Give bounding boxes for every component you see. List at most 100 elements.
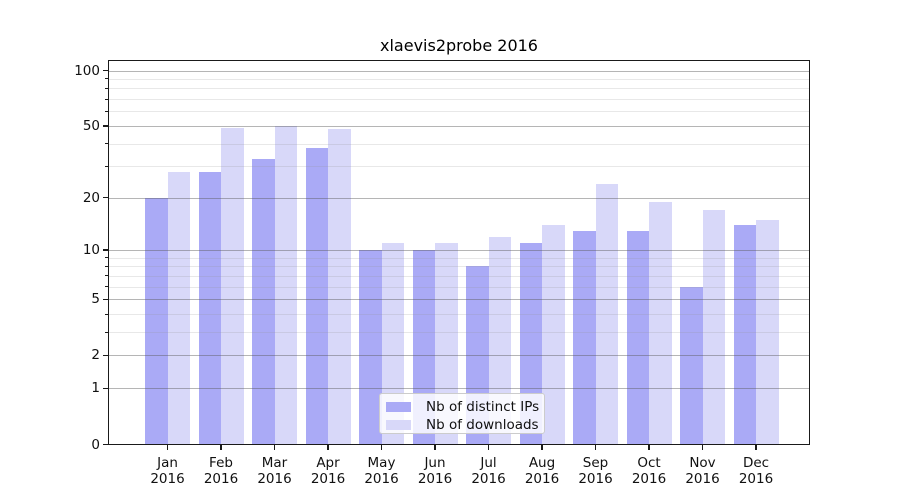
y-tick-mark-1	[102, 387, 108, 390]
x-tick-mark-jun	[434, 444, 436, 450]
y-minor-tick-mark-80	[104, 87, 108, 89]
bar-ips-dec	[733, 225, 756, 445]
gridline-100	[108, 70, 810, 72]
x-tick-mark-oct	[648, 444, 650, 450]
x-tick-label-mar: Mar 2016	[257, 455, 292, 487]
y-minor-tick-mark-8	[104, 265, 108, 267]
legend-item-ips: Nb of distinct IPs	[386, 399, 540, 415]
y-minor-tick-mark-90	[104, 78, 108, 80]
y-tick-label-0: 0	[91, 436, 100, 453]
y-tick-label-10: 10	[82, 242, 100, 259]
gridline-10	[108, 250, 810, 252]
x-tick-label-jan: Jan 2016	[150, 455, 185, 487]
gridline-6	[108, 286, 810, 288]
x-tick-mark-jul	[487, 444, 490, 450]
legend-swatch-downloads	[386, 420, 411, 430]
bar-ips-jan	[145, 197, 168, 445]
legend: Nb of distinct IPs Nb of downloads	[379, 393, 545, 434]
y-tick-mark-50	[102, 125, 108, 127]
legend-swatch-ips	[386, 402, 411, 412]
gridline-70	[108, 99, 810, 101]
x-tick-mark-nov	[701, 444, 704, 450]
gridline-90	[108, 78, 810, 80]
gridline-7	[108, 275, 810, 277]
y-tick-label-1: 1	[91, 380, 100, 397]
x-tick-mark-mar	[273, 444, 276, 450]
y-tick-mark-2	[102, 354, 108, 357]
y-minor-tick-mark-7	[104, 275, 108, 277]
y-tick-label-2: 2	[91, 347, 100, 364]
gridline-1	[108, 388, 810, 390]
x-tick-label-jun: Jun 2016	[417, 455, 453, 487]
gridline-3	[108, 332, 810, 334]
gridline-80	[108, 88, 810, 90]
x-tick-label-feb: Feb 2016	[203, 455, 239, 487]
x-tick-label-jul: Jul 2016	[471, 455, 506, 487]
bar-downloads-apr	[328, 129, 351, 445]
bar-ips-mar	[252, 158, 275, 445]
bar-ips-apr	[305, 147, 328, 445]
y-minor-tick-mark-70	[104, 98, 108, 100]
legend-item-downloads: Nb of downloads	[386, 417, 539, 433]
y-tick-mark-100	[102, 69, 108, 72]
y-minor-tick-mark-6	[104, 286, 108, 288]
legend-label-downloads: Nb of downloads	[426, 417, 539, 433]
bar-downloads-oct	[649, 201, 672, 445]
gridline-9	[108, 257, 810, 259]
bar-downloads-feb	[221, 127, 244, 445]
x-tick-mark-dec	[755, 444, 757, 450]
gridline-50	[108, 125, 810, 127]
y-tick-label-50: 50	[82, 117, 100, 134]
x-tick-mark-jan	[166, 444, 169, 450]
gridline-5	[108, 299, 810, 301]
bar-downloads-jan	[167, 171, 190, 445]
y-minor-tick-mark-30	[104, 165, 108, 167]
x-tick-label-may: May 2016	[364, 455, 399, 487]
bar-downloads-sep	[595, 183, 618, 445]
y-minor-tick-mark-60	[104, 110, 108, 112]
plot-area	[108, 60, 810, 445]
y-tick-label-100: 100	[74, 62, 100, 79]
x-tick-label-nov: Nov 2016	[685, 455, 720, 487]
gridline-60	[108, 111, 810, 113]
y-tick-mark-20	[102, 197, 108, 199]
bar-ips-may	[359, 250, 382, 445]
gridline-4	[108, 314, 810, 316]
x-tick-label-sep: Sep 2016	[578, 455, 613, 487]
y-minor-tick-mark-3	[104, 331, 108, 333]
chart-title: xlaevis2probe 2016	[380, 36, 538, 55]
bar-ips-feb	[198, 171, 221, 445]
x-tick-label-dec: Dec 2016	[738, 455, 774, 487]
y-tick-mark-0	[102, 443, 108, 446]
x-tick-label-oct: Oct 2016	[631, 455, 667, 487]
legend-label-ips: Nb of distinct IPs	[426, 399, 540, 415]
bar-downloads-mar	[274, 125, 297, 445]
y-tick-mark-5	[102, 298, 108, 300]
y-tick-mark-10	[102, 249, 108, 251]
gridline-30	[108, 166, 810, 168]
bar-downloads-dec	[756, 219, 779, 445]
gridline-20	[108, 197, 810, 199]
y-tick-label-5: 5	[91, 291, 100, 308]
x-tick-mark-may	[380, 444, 383, 450]
x-tick-mark-apr	[327, 444, 329, 450]
gridline-2	[108, 355, 810, 357]
bar-ips-oct	[626, 230, 649, 445]
y-tick-label-20: 20	[82, 189, 100, 206]
y-minor-tick-mark-9	[104, 257, 108, 259]
bar-downloads-jul	[488, 236, 511, 445]
x-tick-mark-feb	[220, 444, 222, 450]
x-tick-label-apr: Apr 2016	[310, 455, 346, 487]
bar-downloads-aug	[542, 225, 565, 445]
y-minor-tick-mark-40	[104, 143, 108, 145]
gridline-8	[108, 266, 810, 268]
gridline-40	[108, 143, 810, 145]
x-tick-mark-sep	[594, 444, 597, 450]
x-tick-mark-aug	[541, 444, 543, 450]
y-minor-tick-mark-4	[104, 313, 108, 315]
bar-ips-nov	[680, 286, 703, 445]
bar-downloads-nov	[702, 210, 725, 445]
x-tick-label-aug: Aug 2016	[524, 455, 560, 487]
bar-ips-sep	[573, 230, 596, 445]
